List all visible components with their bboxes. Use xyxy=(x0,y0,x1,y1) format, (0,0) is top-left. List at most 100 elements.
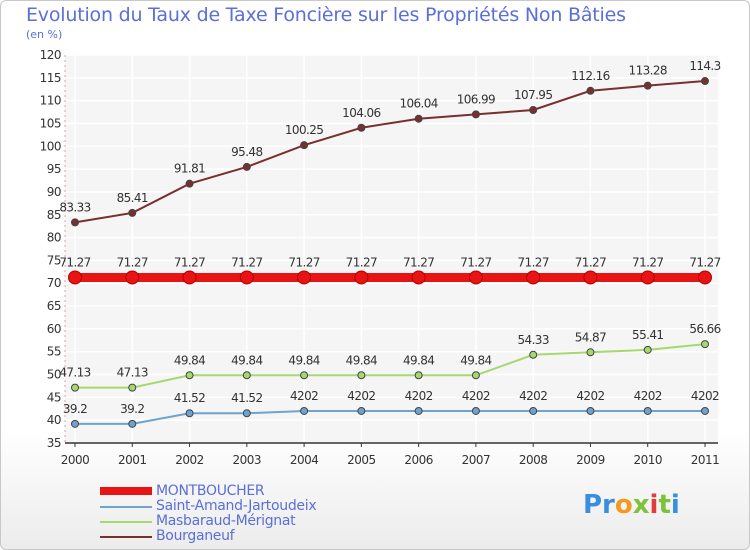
legend-swatch xyxy=(100,506,152,508)
y-tick-label: 115 xyxy=(40,71,61,85)
data-point xyxy=(185,179,194,188)
data-label: 71.27 xyxy=(689,255,720,269)
data-label: 71.27 xyxy=(288,255,319,269)
data-point xyxy=(300,141,309,150)
series-line xyxy=(74,80,706,224)
y-tick-label: 50 xyxy=(47,368,61,382)
data-label: 41.52 xyxy=(174,391,205,405)
x-tick-label: 2010 xyxy=(633,453,662,467)
data-label: 4202 xyxy=(405,389,433,403)
data-label: 107.95 xyxy=(514,88,552,102)
data-point xyxy=(242,162,251,171)
data-label: 49.84 xyxy=(346,353,377,367)
y-tick-label: 40 xyxy=(47,413,61,427)
y-tick-label: 85 xyxy=(47,208,61,222)
y-tick-label: 100 xyxy=(40,139,61,153)
data-label: 104.06 xyxy=(342,106,380,120)
data-point xyxy=(643,345,652,354)
data-point xyxy=(586,406,595,415)
x-tick-label: 2008 xyxy=(519,453,548,467)
data-label: 71.27 xyxy=(59,255,90,269)
data-label: 71.27 xyxy=(575,255,606,269)
data-point xyxy=(239,270,254,285)
data-label: 4202 xyxy=(462,389,490,403)
data-label: 71.27 xyxy=(460,255,491,269)
data-label: 4202 xyxy=(290,389,318,403)
data-label: 113.28 xyxy=(629,64,667,78)
data-point xyxy=(640,270,655,285)
data-label: 41.52 xyxy=(231,391,262,405)
legend-label: Saint-Amand-Jartoudeix xyxy=(156,498,317,514)
data-label: 71.27 xyxy=(117,255,148,269)
data-point xyxy=(357,371,366,380)
series-line xyxy=(75,409,705,425)
data-label: 71.27 xyxy=(632,255,663,269)
data-point xyxy=(529,406,538,415)
x-tick-label: 2007 xyxy=(462,453,491,467)
data-label: 56.66 xyxy=(689,322,720,336)
data-label: 39.2 xyxy=(63,402,87,416)
data-label: 4202 xyxy=(634,389,662,403)
data-label: 49.84 xyxy=(288,353,319,367)
data-point xyxy=(643,81,652,90)
legend-swatch xyxy=(100,536,152,538)
data-point xyxy=(529,106,538,115)
y-unit-label: (en %) xyxy=(26,28,63,41)
y-tick-label: 55 xyxy=(47,345,61,359)
data-point xyxy=(71,218,79,227)
data-label: 112.16 xyxy=(571,69,609,83)
x-tick-label: 2003 xyxy=(233,453,262,467)
y-tick-label: 60 xyxy=(47,322,61,336)
data-label: 4202 xyxy=(519,389,547,403)
data-point xyxy=(701,77,709,86)
data-point xyxy=(586,86,595,95)
data-point xyxy=(125,270,140,285)
data-label: 95.48 xyxy=(231,145,262,159)
data-point xyxy=(701,340,709,349)
data-label: 114.3 xyxy=(689,59,720,73)
data-point xyxy=(411,270,426,285)
x-tick-label: 2000 xyxy=(61,453,90,467)
y-tick-label: 80 xyxy=(47,231,61,245)
x-tick-label: 2011 xyxy=(691,453,720,467)
data-point xyxy=(185,409,194,418)
data-point xyxy=(698,270,712,285)
x-tick-label: 2004 xyxy=(290,453,319,467)
data-label: 85.41 xyxy=(117,191,148,205)
y-tick-label: 35 xyxy=(47,436,61,450)
data-label: 71.27 xyxy=(518,255,549,269)
chart-title: Evolution du Taux de Taxe Foncière sur l… xyxy=(26,4,626,26)
data-label: 54.33 xyxy=(518,333,549,347)
x-tick-label: 2006 xyxy=(404,453,433,467)
data-label: 106.99 xyxy=(457,92,495,106)
y-tick-label: 75 xyxy=(47,253,61,267)
data-label: 100.25 xyxy=(285,123,323,137)
data-point xyxy=(182,270,197,285)
data-point xyxy=(128,419,137,428)
data-point xyxy=(300,406,309,415)
data-label: 4202 xyxy=(576,389,604,403)
data-point xyxy=(643,406,652,415)
data-point xyxy=(471,371,480,380)
data-point xyxy=(242,371,251,380)
data-label: 71.27 xyxy=(231,255,262,269)
data-label: 49.84 xyxy=(403,353,434,367)
data-point xyxy=(414,406,423,415)
data-label: 49.84 xyxy=(231,353,262,367)
data-point xyxy=(68,270,82,285)
data-point xyxy=(357,406,366,415)
data-label: 55.41 xyxy=(632,328,663,342)
y-tick-label: 110 xyxy=(40,94,61,108)
data-label: 106.04 xyxy=(399,97,437,111)
data-point xyxy=(71,419,79,428)
data-label: 49.84 xyxy=(174,353,205,367)
data-point xyxy=(242,409,251,418)
data-point xyxy=(468,270,483,285)
data-label: 49.84 xyxy=(460,353,491,367)
data-label: 83.33 xyxy=(59,200,90,214)
data-label: 71.27 xyxy=(174,255,205,269)
data-label: 4202 xyxy=(691,389,719,403)
data-point xyxy=(471,110,480,119)
y-tick-label: 45 xyxy=(47,390,61,404)
